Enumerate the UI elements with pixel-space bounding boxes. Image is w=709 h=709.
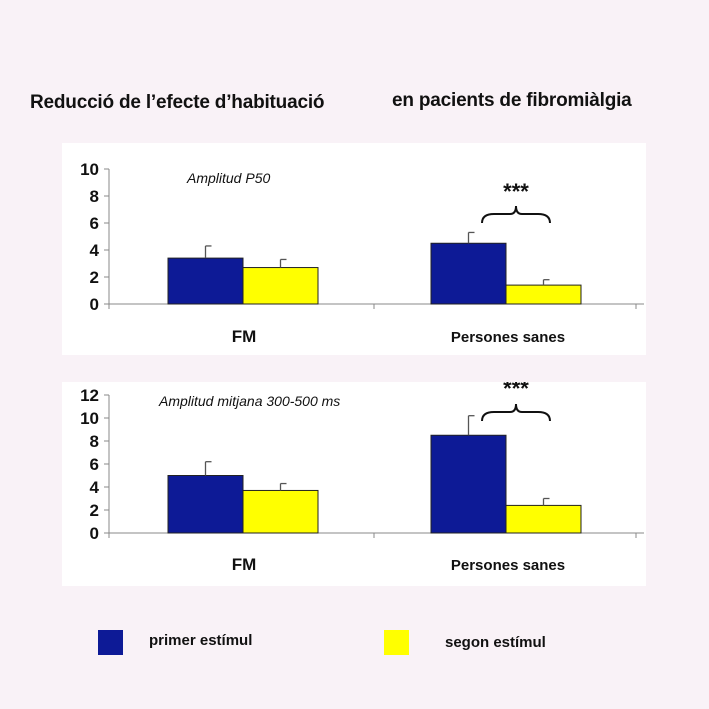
chart-subtitle-mean: Amplitud mitjana 300-500 ms	[158, 393, 340, 409]
y-tick-label-p50-4: 4	[90, 241, 100, 260]
bar-p50-segon-sanes	[505, 284, 582, 305]
chart-title-part-2: en pacients de fibromiàlgia	[392, 90, 632, 111]
y-tick-label-p50-8: 8	[90, 187, 99, 206]
category-label-mean-fm: FM	[232, 555, 257, 574]
category-label-mean-sanes: Persones sanes	[451, 557, 565, 574]
legend-swatch-primer-estimul	[98, 630, 123, 655]
legend-swatch-segon-estimul	[384, 630, 409, 655]
bar-mean-segon-fm	[242, 489, 319, 534]
bar-mean-segon-sanes	[505, 504, 582, 534]
significance-brace-mean	[481, 403, 551, 422]
y-tick-label-mean-4: 4	[90, 478, 100, 497]
y-tick-label-mean-6: 6	[90, 455, 99, 474]
chart-title-part-1: Reducció de l’efecte d’habituació	[30, 92, 325, 113]
significance-label-p50: ***	[503, 179, 529, 204]
chart-p50: 0 2 4 6 8 10 Amplitud P50 FM Persones sanes ***	[80, 160, 644, 346]
y-tick-label-mean-2: 2	[90, 501, 99, 520]
y-tick-label-p50-0: 0	[90, 295, 99, 314]
y-tick-label-mean-0: 0	[90, 524, 99, 543]
category-label-p50-fm: FM	[232, 327, 257, 346]
chart-subtitle-p50: Amplitud P50	[186, 170, 270, 186]
bar-p50-primer-fm	[167, 257, 244, 305]
y-tick-label-mean-12: 12	[80, 386, 99, 405]
bar-mean-primer-sanes	[430, 434, 507, 534]
y-tick-label-p50-2: 2	[90, 268, 99, 287]
y-tick-label-mean-10: 10	[80, 409, 99, 428]
chart-mean-amplitude: 0 2 4 6 8 10 12 Amplitud mitjana 300-500 ms FM Pe…	[80, 382, 644, 574]
y-tick-label-p50-6: 6	[90, 214, 99, 233]
y-tick-label-p50-10: 10	[80, 160, 99, 179]
bar-p50-primer-sanes	[430, 242, 507, 305]
category-label-p50-sanes: Persones sanes	[451, 329, 565, 346]
y-tick-label-mean-8: 8	[90, 432, 99, 451]
legend-label-segon-estimul: segon estímul	[445, 634, 546, 651]
legend-label-primer-estimul: primer estímul	[149, 632, 253, 649]
chart-panel-mean-amplitude: 0 2 4 6 8 10 12 Amplitud mitjana 300-500 ms FM Pe…	[62, 382, 646, 586]
bar-p50-segon-fm	[242, 267, 319, 305]
bar-mean-primer-fm	[167, 475, 244, 534]
significance-brace-p50	[481, 205, 551, 224]
chart-panel-p50: 0 2 4 6 8 10 Amplitud P50 FM Persones sanes ***	[62, 143, 646, 355]
significance-label-mean: ***	[503, 382, 529, 401]
